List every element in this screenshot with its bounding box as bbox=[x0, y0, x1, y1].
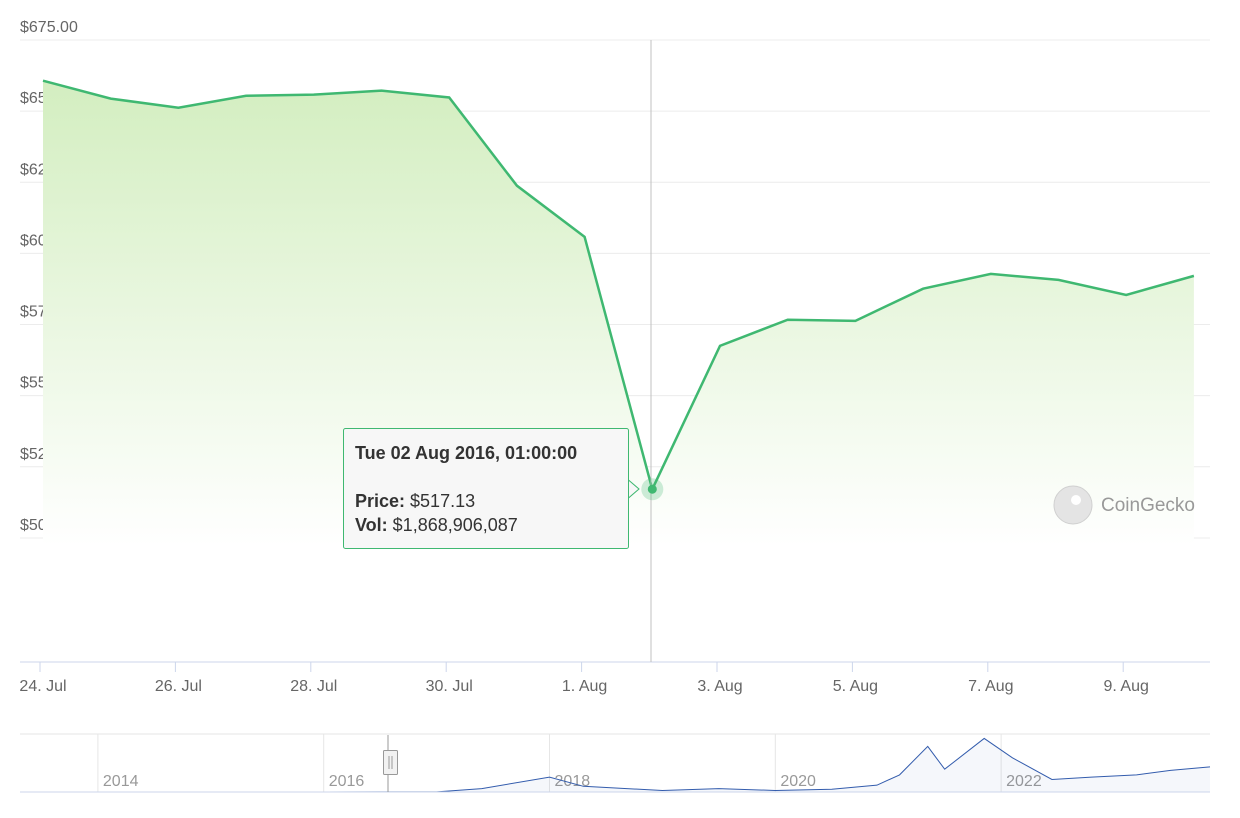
price-area bbox=[43, 80, 1194, 663]
tooltip-vol-value: $1,868,906,087 bbox=[393, 515, 518, 535]
x-tick-label: 30. Jul bbox=[426, 678, 473, 695]
nav-tick-label: 2016 bbox=[329, 773, 365, 790]
nav-tick-label: 2020 bbox=[780, 773, 816, 790]
tooltip-price-label: Price: bbox=[355, 491, 405, 511]
x-tick-label: 26. Jul bbox=[155, 678, 202, 695]
x-tick-label: 28. Jul bbox=[290, 678, 337, 695]
y-tick-label: $675.00 bbox=[20, 19, 78, 36]
tooltip-price-value: $517.13 bbox=[410, 491, 475, 511]
navigator: 2014 2016 2018 2020 2022 bbox=[19, 733, 1211, 793]
x-tick-label: 5. Aug bbox=[833, 678, 878, 695]
tooltip-vol: Vol: $1,868,906,087 bbox=[355, 515, 518, 535]
price-chart: $500.00$525.00$550.00$575.00$600.00$625.… bbox=[19, 19, 1210, 695]
hover-point bbox=[647, 484, 657, 494]
nav-tick-label: 2014 bbox=[103, 773, 139, 790]
x-tick-label: 7. Aug bbox=[968, 678, 1013, 695]
price-line bbox=[42, 79, 1195, 493]
nav-handle[interactable] bbox=[383, 750, 398, 775]
x-tick-label: 1. Aug bbox=[562, 678, 607, 695]
tooltip-price: Price: $517.13 bbox=[355, 491, 475, 511]
x-tick-label: 9. Aug bbox=[1104, 678, 1149, 695]
watermark-logo bbox=[1053, 485, 1093, 525]
nav-area bbox=[20, 738, 1210, 792]
watermark-eye bbox=[1071, 495, 1081, 505]
tooltip-title: Tue 02 Aug 2016, 01:00:00 bbox=[355, 443, 577, 463]
x-tick-label: 24. Jul bbox=[19, 678, 66, 695]
tooltip-vol-label: Vol: bbox=[355, 515, 388, 535]
tooltip-arrow bbox=[628, 478, 640, 500]
watermark: CoinGecko bbox=[1101, 495, 1195, 516]
nav-tick-label: 2022 bbox=[1006, 773, 1042, 790]
x-tick-label: 3. Aug bbox=[697, 678, 742, 695]
